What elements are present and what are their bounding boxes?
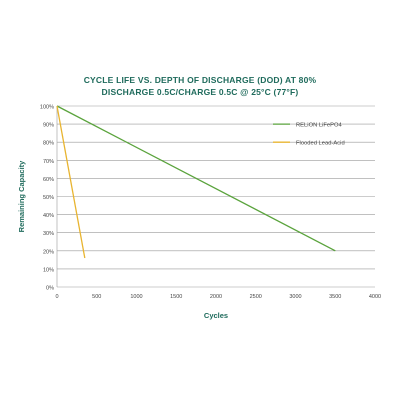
x-tick-label: 4000 bbox=[369, 294, 381, 300]
chart-title: CYCLE LIFE VS. DEPTH OF DISCHARGE (DOD) … bbox=[83, 75, 317, 85]
legend-label: Flooded Lead-Acid bbox=[296, 140, 345, 146]
x-tick-label: 1000 bbox=[130, 294, 142, 300]
y-tick-label: 80% bbox=[43, 141, 54, 147]
series-line-1 bbox=[56, 105, 336, 252]
y-tick-label: 20% bbox=[43, 249, 54, 255]
y-axis-label: Remaining Capacity bbox=[17, 160, 26, 233]
chart-subtitle: DISCHARGE 0.5C/CHARGE 0.5C @ 25°C (77°F) bbox=[101, 87, 299, 97]
x-tick-label: 2000 bbox=[210, 294, 222, 300]
y-tick-label: 60% bbox=[43, 177, 54, 183]
x-tick-label: 2500 bbox=[250, 294, 262, 300]
x-tick-label: 1500 bbox=[170, 294, 182, 300]
y-tick-label: 90% bbox=[43, 123, 54, 129]
y-tick-label: 0% bbox=[46, 286, 54, 292]
y-tick-label: 10% bbox=[43, 267, 54, 273]
y-tick-label: 100% bbox=[40, 105, 54, 111]
series-line-2 bbox=[56, 105, 86, 259]
x-tick-label: 0 bbox=[55, 294, 58, 300]
legend-label: RELiON LiFePO4 bbox=[296, 122, 343, 128]
x-tick-label: 3000 bbox=[289, 294, 301, 300]
y-tick-label: 50% bbox=[43, 195, 54, 201]
x-tick-label: 3500 bbox=[329, 294, 341, 300]
y-tick-label: 30% bbox=[43, 231, 54, 237]
y-tick-label: 40% bbox=[43, 213, 54, 219]
y-tick-label: 70% bbox=[43, 159, 54, 165]
x-axis-label: Cycles bbox=[204, 311, 228, 320]
x-tick-label: 500 bbox=[92, 294, 101, 300]
